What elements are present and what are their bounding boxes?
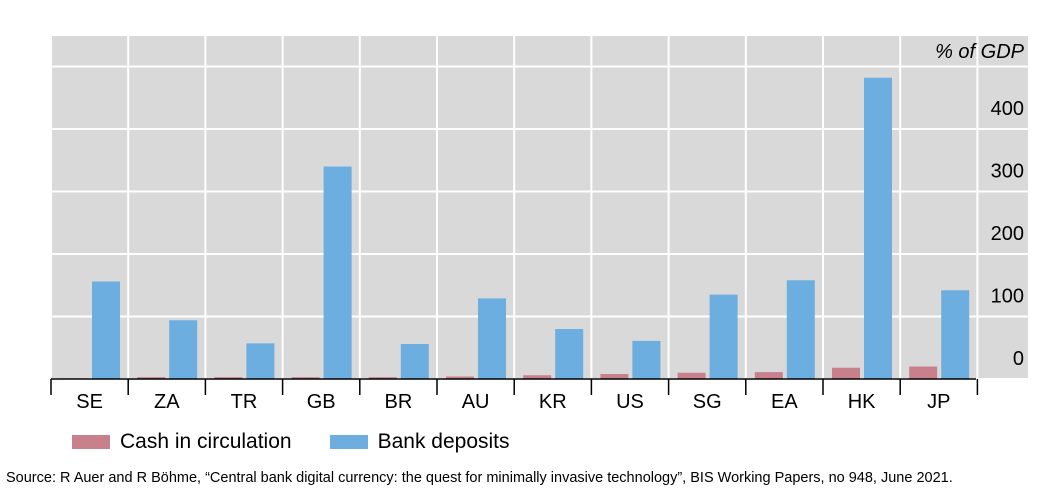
bar-cash-gb	[291, 377, 320, 379]
y-axis-ticks: 0 100 200 300 400	[991, 98, 1024, 370]
bar-deposits-se	[92, 281, 120, 379]
bar-cash-br	[368, 377, 397, 379]
bar-cash-us	[600, 374, 629, 379]
gridlines	[50, 36, 1028, 380]
legend: Cash in circulation Bank deposits	[72, 430, 548, 454]
bar-deposits-jp	[941, 290, 970, 379]
category-label-za: ZA	[154, 391, 180, 413]
legend-item-deposits: Bank deposits	[329, 430, 510, 454]
category-label-sg: SG	[693, 391, 722, 413]
bar-deposits-au	[478, 298, 506, 379]
bar-cash-jp	[909, 366, 938, 379]
category-label-us: US	[616, 391, 644, 413]
bar-deposits-za	[169, 320, 198, 379]
category-label-ea: EA	[771, 391, 798, 413]
bar-chart: SE ZA TR GB BR AU KR US SG EA HK JP 0 100 200 300 400 %…	[50, 36, 1028, 413]
x-axis: SE ZA TR GB BR AU KR US SG EA HK JP	[50, 378, 979, 413]
bar-cash-hk	[832, 367, 860, 379]
y-tick-label-200: 200	[991, 223, 1024, 245]
category-label-au: AU	[462, 391, 490, 413]
bar-deposits-us	[632, 340, 661, 379]
y-unit-label: % of GDP	[935, 41, 1025, 63]
bar-deposits-sg	[709, 294, 738, 379]
legend-item-cash: Cash in circulation	[72, 430, 292, 454]
bar-cash-kr	[523, 375, 552, 379]
legend-swatch-cash	[72, 435, 110, 449]
category-label-tr: TR	[231, 391, 258, 413]
category-label-br: BR	[385, 391, 413, 413]
bars	[60, 77, 970, 379]
y-tick-label-0: 0	[1013, 348, 1024, 370]
bar-cash-za	[137, 377, 166, 379]
bar-cash-ea	[754, 372, 783, 379]
category-label-se: SE	[76, 391, 103, 413]
y-tick-label-400: 400	[991, 98, 1024, 120]
category-label-jp: JP	[927, 391, 950, 413]
category-label-hk: HK	[848, 391, 876, 413]
bar-cash-au	[446, 376, 474, 379]
bar-deposits-ea	[786, 280, 815, 379]
bar-deposits-hk	[864, 77, 892, 379]
bar-deposits-gb	[323, 166, 352, 379]
bar-deposits-tr	[246, 343, 275, 379]
legend-swatch-deposits	[329, 435, 368, 449]
category-label-kr: KR	[539, 391, 567, 413]
legend-label-cash: Cash in circulation	[120, 430, 292, 453]
source-note: Source: R Auer and R Böhme, “Central ban…	[6, 470, 953, 486]
bar-cash-tr	[214, 377, 243, 379]
y-tick-label-100: 100	[991, 286, 1024, 308]
bar-cash-sg	[677, 372, 706, 379]
legend-label-deposits: Bank deposits	[377, 430, 510, 453]
category-label-gb: GB	[307, 391, 336, 413]
y-tick-label-300: 300	[991, 161, 1024, 183]
bar-deposits-kr	[555, 329, 584, 379]
bar-deposits-br	[400, 344, 429, 379]
